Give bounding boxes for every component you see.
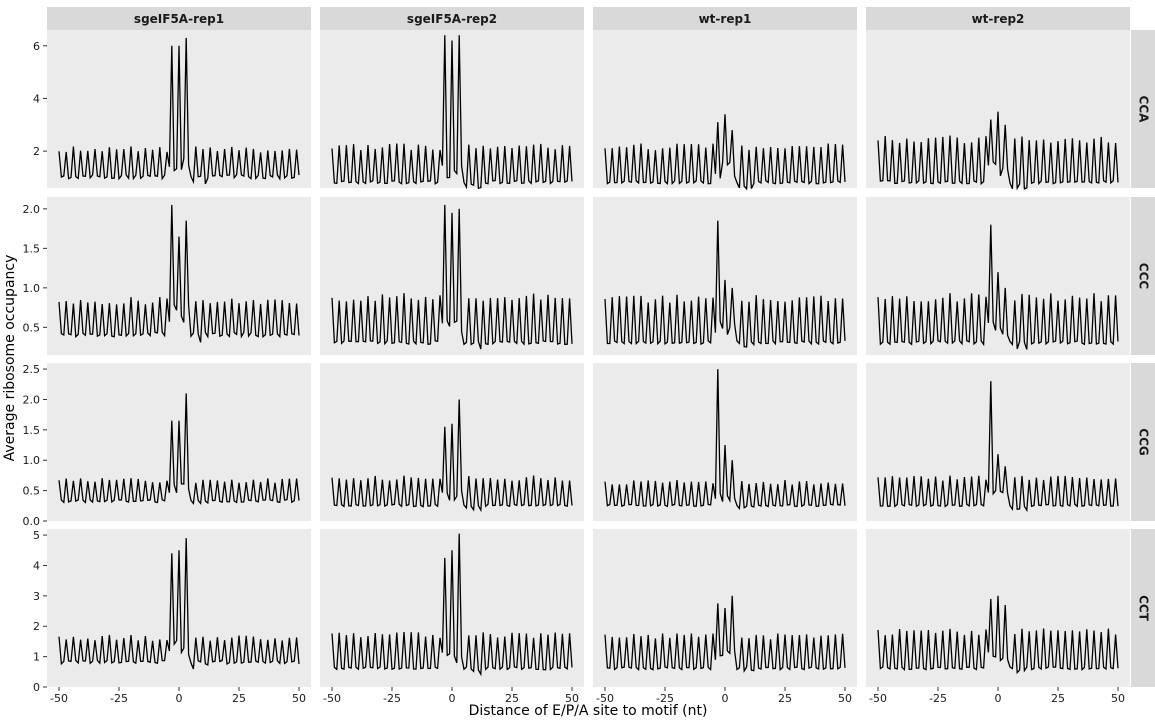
- x-tick-label: -25: [110, 692, 128, 705]
- x-tick-label: -50: [50, 692, 68, 705]
- row-strip-label: CCT: [1137, 595, 1151, 622]
- column-strips: sgeIF5A-rep1 sgeIF5A-rep2 wt-rep1 wt-rep2: [47, 7, 1130, 30]
- panel-background: [593, 197, 857, 355]
- x-tick-label: 0: [722, 692, 729, 705]
- y-tick-label: 2.0: [23, 203, 41, 216]
- series-line: [58, 393, 300, 506]
- row-strip: [1131, 197, 1155, 355]
- x-tick-label: 25: [1051, 692, 1065, 705]
- series-line: [604, 114, 846, 191]
- panels-layer: [47, 30, 1130, 687]
- x-tick-label: 25: [778, 692, 792, 705]
- y-tick-label: 4: [33, 559, 40, 572]
- y-tick-label: 3: [33, 590, 40, 603]
- column-strip-label: wt-rep1: [699, 12, 752, 26]
- panel-background: [47, 363, 311, 521]
- series-line: [877, 595, 1119, 675]
- row-strip-label: CCG: [1137, 428, 1151, 455]
- series-line: [58, 538, 300, 670]
- x-tick-label: -25: [929, 692, 947, 705]
- series-line: [877, 111, 1119, 191]
- y-tick-label: 2.0: [23, 393, 41, 406]
- column-strip: [593, 7, 857, 30]
- column-strip-label: sgeIF5A-rep2: [407, 12, 497, 26]
- y-tick-label: 1: [33, 651, 40, 664]
- series-line: [331, 35, 573, 190]
- y-tick-label: 1.0: [23, 454, 41, 467]
- y-tick-label: 2: [33, 620, 40, 633]
- y-axes: 2 4 6 0.5 1.0 1.5 2.0 0.0 0.5 1.0 1.5 2.0 2.5 0 1 2 3 4 5: [23, 40, 47, 694]
- series-line: [604, 369, 846, 511]
- series-line: [877, 381, 1119, 513]
- column-strip-label: sgeIF5A-rep1: [134, 12, 224, 26]
- x-tick-label: 50: [1111, 692, 1125, 705]
- series-line: [604, 220, 846, 348]
- x-tick-label: 0: [176, 692, 183, 705]
- y-tick-label: 1.5: [23, 242, 41, 255]
- x-tick-label: 50: [838, 692, 852, 705]
- x-tick-label: 50: [292, 692, 306, 705]
- x-axes: -50 -25 0 25 50 -50 -25 0 25 50 -50 -25 0 25 50 -50 -25 0…: [50, 687, 1125, 705]
- y-tick-label: 1.5: [23, 424, 41, 437]
- y-tick-label: 2: [33, 145, 40, 158]
- x-tick-label: 25: [232, 692, 246, 705]
- row-strip: [1131, 30, 1155, 188]
- x-tick-label: 0: [449, 692, 456, 705]
- series-line: [58, 204, 300, 343]
- y-tick-label: 6: [33, 40, 40, 53]
- x-tick-label: 50: [565, 692, 579, 705]
- x-tick-label: 0: [995, 692, 1002, 705]
- series-line: [877, 224, 1119, 350]
- y-tick-label: 0: [33, 681, 40, 694]
- y-tick-label: 2.5: [23, 363, 41, 376]
- panel-background: [866, 363, 1130, 521]
- series-line: [331, 533, 573, 677]
- x-tick-label: -50: [596, 692, 614, 705]
- y-tick-label: 0.0: [23, 515, 41, 528]
- y-tick-label: 0.5: [23, 321, 41, 334]
- x-axis-title: Distance of E/P/A site to motif (nt): [469, 703, 708, 719]
- y-tick-label: 0.5: [23, 485, 41, 498]
- row-strip: [1131, 363, 1155, 521]
- row-strip-label: CCC: [1137, 263, 1151, 290]
- y-tick-label: 4: [33, 92, 40, 105]
- y-tick-label: 1.0: [23, 282, 41, 295]
- panel-background: [47, 197, 311, 355]
- y-axis-title: Average ribosome occupancy: [2, 255, 18, 462]
- series-line: [331, 204, 573, 350]
- y-tick-label: 5: [33, 529, 40, 542]
- series-line: [331, 399, 573, 513]
- row-strip: [1131, 529, 1155, 687]
- column-strip: [320, 7, 584, 30]
- column-strip-label: wt-rep2: [972, 12, 1025, 26]
- x-tick-label: -50: [323, 692, 341, 705]
- series-line: [58, 37, 300, 185]
- series-line: [604, 595, 846, 673]
- row-strips: CCA CCC CCG CCT: [1131, 30, 1155, 687]
- column-strip: [47, 7, 311, 30]
- x-tick-label: -50: [869, 692, 887, 705]
- row-strip-label: CCA: [1137, 96, 1151, 124]
- x-tick-label: -25: [383, 692, 401, 705]
- x-tick-label: -25: [656, 692, 674, 705]
- column-strip: [866, 7, 1130, 30]
- x-tick-label: 25: [505, 692, 519, 705]
